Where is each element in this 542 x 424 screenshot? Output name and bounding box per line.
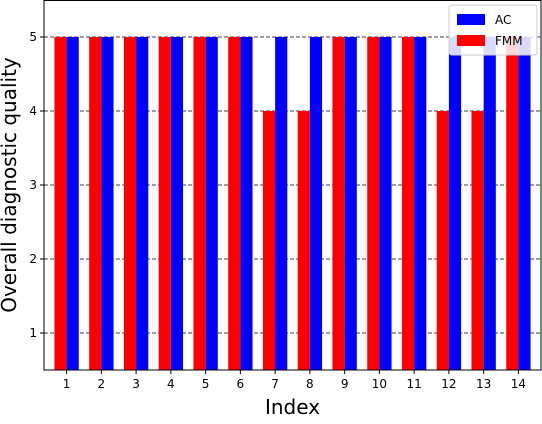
bar-ac	[344, 37, 357, 370]
legend: AC FMM	[448, 4, 538, 56]
bar-ac	[309, 37, 323, 370]
x-tick-label: 4	[167, 377, 175, 391]
bar-ac	[66, 37, 79, 370]
x-tick-label: 2	[98, 377, 106, 391]
bars	[54, 37, 531, 370]
x-tick-label: 12	[441, 377, 456, 391]
bar-ac	[275, 37, 288, 370]
x-tick-label: 14	[511, 377, 526, 391]
x-tick-label: 9	[341, 377, 349, 391]
x-tick-label: 6	[237, 377, 245, 391]
bar-fmm	[54, 37, 67, 370]
x-tick-label: 3	[132, 377, 140, 391]
bar-fmm	[506, 37, 519, 370]
bar-fmm	[158, 37, 171, 370]
bar-ac	[101, 37, 114, 370]
x-tick-label: 10	[372, 377, 387, 391]
y-tick-label: 3	[29, 178, 37, 192]
bar-fmm	[471, 111, 484, 370]
bar-ac	[414, 37, 427, 370]
bar-ac	[136, 37, 149, 370]
legend-swatch-ac	[457, 14, 485, 25]
bar-fmm	[228, 37, 241, 370]
y-tick-label: 2	[29, 252, 37, 266]
bar-ac	[518, 37, 531, 370]
bar-ac	[483, 37, 496, 370]
x-tick-label: 1	[63, 377, 71, 391]
legend-swatch-fmm	[457, 35, 485, 46]
x-tick-label: 13	[476, 377, 491, 391]
x-tick-label: 7	[271, 377, 279, 391]
bar-fmm	[297, 111, 310, 370]
legend-box	[448, 4, 538, 56]
bar-fmm	[401, 37, 415, 370]
x-tick-label: 11	[407, 377, 422, 391]
y-tick-label: 1	[29, 326, 37, 340]
bar-ac	[205, 37, 218, 370]
y-tick-label: 4	[29, 104, 37, 118]
y-axis-label: Overall diagnostic quality	[0, 57, 21, 313]
x-tick-label: 8	[306, 377, 314, 391]
bar-fmm	[89, 37, 102, 370]
bar-ac	[379, 37, 392, 370]
y-tick-label: 5	[29, 30, 37, 44]
bar-ac	[448, 37, 462, 370]
bar-fmm	[262, 111, 276, 370]
bar-ac	[240, 37, 253, 370]
bar-fmm	[193, 37, 206, 370]
bar-fmm	[123, 37, 137, 370]
x-axis-label: Index	[265, 395, 320, 419]
legend-label-fmm: FMM	[495, 34, 523, 48]
bar-ac	[170, 37, 184, 370]
bar-fmm	[436, 111, 449, 370]
bar-fmm	[367, 37, 380, 370]
legend-label-ac: AC	[495, 13, 511, 27]
bar-fmm	[332, 37, 345, 370]
x-tick-label: 5	[202, 377, 210, 391]
